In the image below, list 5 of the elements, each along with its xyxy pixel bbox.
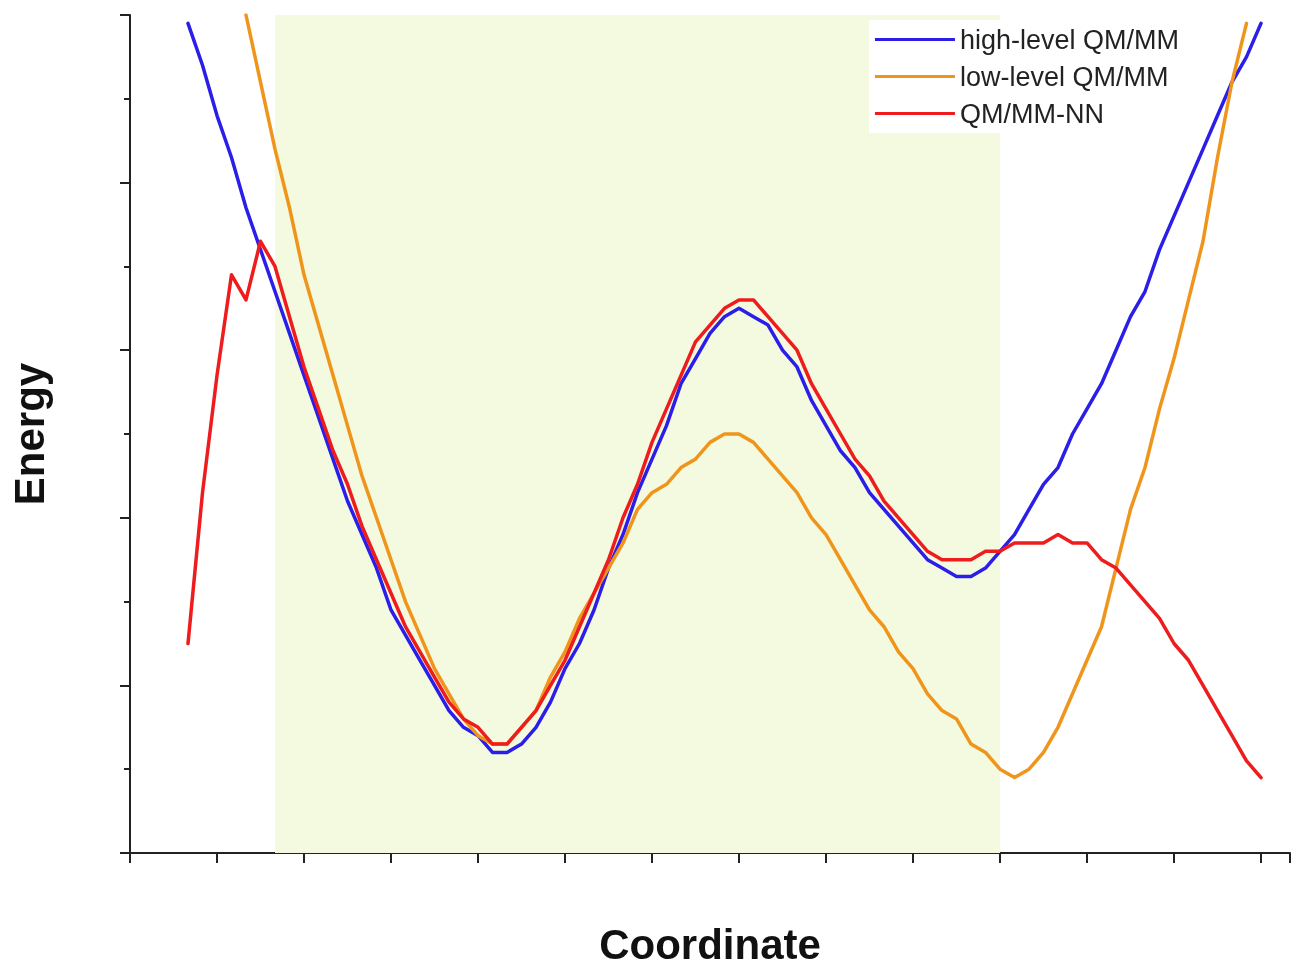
legend-label: high-level QM/MM [959,24,1179,55]
x-axis-title: Coordinate [599,920,821,968]
legend-label: QM/MM-NN [959,98,1104,129]
legend-label: low-level QM/MM [959,61,1169,92]
y-axis-title: Energy [5,362,53,506]
